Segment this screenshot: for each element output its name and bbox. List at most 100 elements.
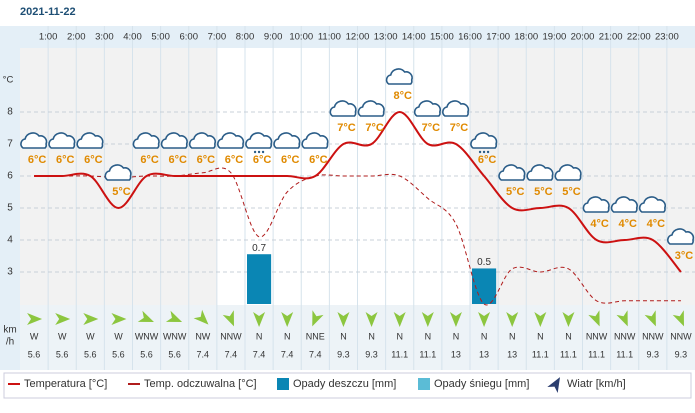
wind-speed: 9.3 [647,349,660,359]
wind-speed: 9.3 [337,349,350,359]
weather-icon [160,132,188,149]
wind-arrow [506,312,519,327]
temp-label: 4°C [647,218,666,230]
cloud [610,196,638,213]
hour-label: 9:00 [264,32,283,43]
temp-label: 6°C [56,154,75,166]
wind-direction: N [481,331,488,341]
temp-label: 6°C [140,154,159,166]
wind-speed: 7.4 [225,349,238,359]
wind-speed: 5.6 [84,349,97,359]
wind-direction: N [256,331,263,341]
wind-arrow [193,309,209,325]
hour-label: 7:00 [208,32,227,43]
weather-icon [301,132,329,149]
weather-icon [413,100,442,117]
wind-direction: W [86,331,95,341]
hour-label: 10:00 [289,32,313,43]
cloud [20,132,48,149]
wind-speed: 11.1 [560,349,577,359]
layer: 1:00 2:00 3:00 4:00 5:00 6:00 7:00 8:00 9:00 10:0… [3,26,695,394]
cloud [76,132,104,149]
hour-label: 19:00 [542,32,566,43]
weather-icon [273,132,301,149]
temp-label: 5°C [534,186,553,198]
wind-arrow [253,312,266,327]
temp-label: 6°C [28,154,47,166]
wind-direction: N [368,331,375,341]
cloud [329,100,357,117]
wind-arrow [421,312,434,327]
wind-arrow [588,310,600,327]
temp-label: 6°C [281,154,300,166]
wind-speed: 7.4 [197,349,210,359]
wind-speed: 11.1 [391,349,408,359]
wind-direction: NNE [306,331,325,341]
chart-title: 2021-11-22 [20,6,76,18]
cloud [245,132,273,149]
wind-direction: W [58,331,67,341]
temp-label: 5°C [112,186,131,198]
legend-label: Opady śniegu [mm] [434,378,529,390]
wind-arrow [111,313,127,325]
wind-arrow [616,310,628,327]
hour-label: 18:00 [514,32,538,43]
wind-arrow [337,312,350,327]
wind-speed: 11.1 [616,349,633,359]
left-strip [0,26,20,370]
hour-label: 17:00 [486,32,510,43]
temp-label: 6°C [168,154,187,166]
temp-label: 3°C [675,250,694,262]
wind-speed: 7.4 [309,349,322,359]
cloud [442,100,470,117]
wind-direction: N [453,331,460,341]
rain-drop [478,150,482,154]
wind-arrow [55,313,71,325]
precip-bar [247,254,272,304]
wind-speed: 11.1 [588,349,605,359]
temp-label: 4°C [618,218,637,230]
cloud [385,68,413,85]
wind-speed: 11.1 [532,349,549,359]
weather-icon [357,100,385,117]
wind-speed: 7.4 [281,349,294,359]
hour-label: 4:00 [123,32,142,43]
wind-direction: NNW [614,331,636,341]
precip-label: 0.7 [252,243,266,254]
temp-label: 4°C [590,218,609,230]
hour-label: 23:00 [655,32,679,43]
weather-icon [104,164,132,181]
wind-direction: N [509,331,516,341]
wind-direction: N [425,331,432,341]
wind-direction: NNW [220,331,242,341]
y-tick-label: 4 [7,235,13,246]
weather-icon [48,132,76,149]
cloud [667,228,695,245]
temp-line [34,110,682,273]
cloud [301,132,329,149]
cloud [638,196,667,213]
legend-label: Opady deszczu [mm] [293,378,396,390]
temp-label: 6°C [253,154,272,166]
weather-icon [470,132,498,154]
y-tick-label: 8 [7,107,13,118]
wind-speed: 5.6 [28,349,41,359]
cloud [413,100,442,117]
temp-label: 7°C [450,122,469,134]
weather-icon [385,68,413,85]
hour-label: 8:00 [236,32,255,43]
cloud [498,164,526,181]
wind-direction: NNW [670,331,692,341]
hour-label: 2:00 [67,32,86,43]
legend-swatch [418,378,430,390]
wind-direction: WNW [163,331,187,341]
y-tick-label: 6 [7,171,13,182]
wind-arrow [137,310,154,323]
temp-label: 5°C [506,186,525,198]
wind-speed: 5.6 [140,349,153,359]
wind-direction: WNW [135,331,159,341]
cloud [48,132,76,149]
hour-label: 14:00 [402,32,426,43]
temp-line [34,167,681,306]
